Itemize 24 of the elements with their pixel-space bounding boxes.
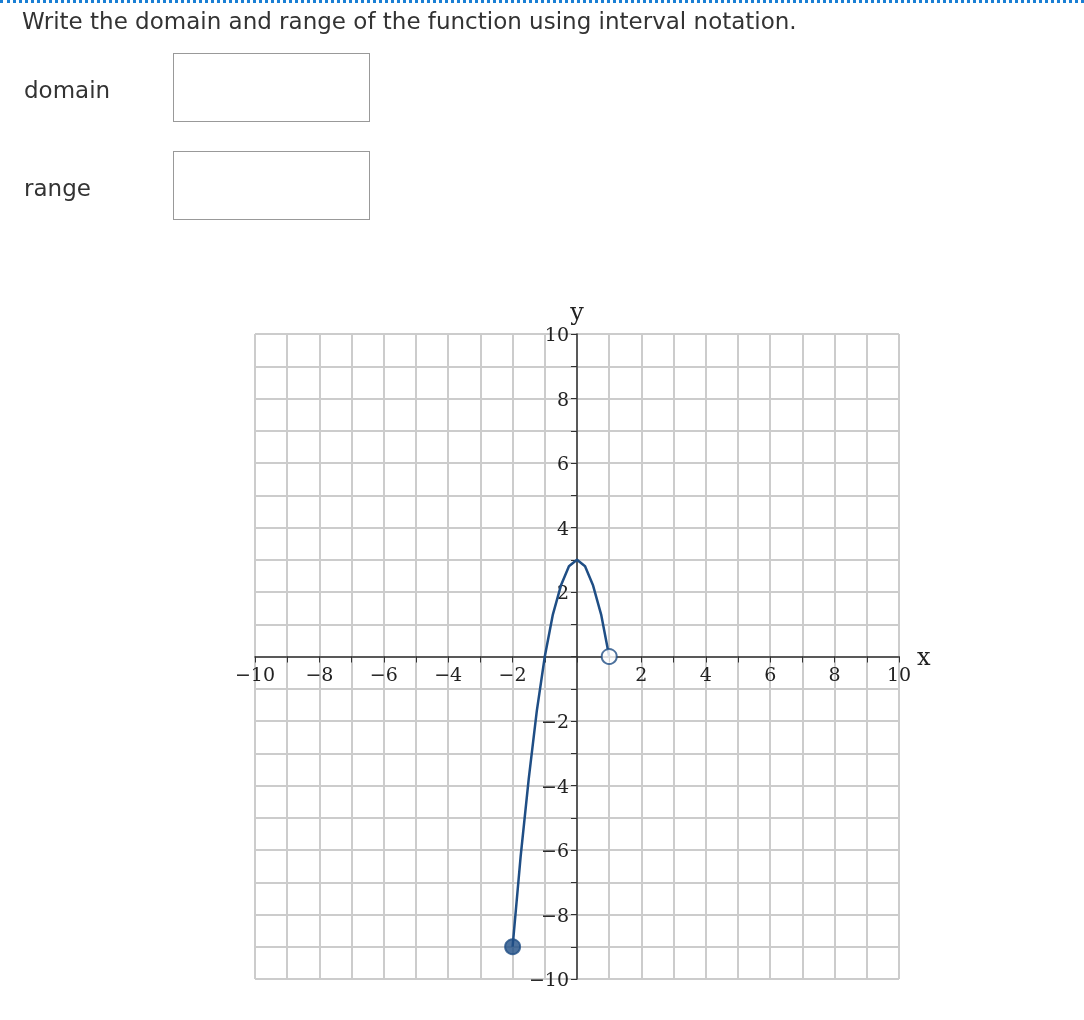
y-tick-label: −2 <box>540 710 569 732</box>
x-tick-label: 8 <box>828 663 841 685</box>
y-tick-label: −4 <box>540 774 569 797</box>
text: range <box>24 175 91 201</box>
x-tick-label: −4 <box>434 663 463 685</box>
x-tick-label: −6 <box>369 663 398 685</box>
x-tick-label: −2 <box>498 663 527 685</box>
x-tick-label: −8 <box>305 663 334 685</box>
x-tick-label: 10 <box>886 663 912 685</box>
y-tick-label: 6 <box>556 452 569 474</box>
text: domain <box>24 77 111 103</box>
chart-title: Write the domain and range of the function using interval notation. <box>22 8 797 34</box>
y-tick-label: 8 <box>556 387 569 410</box>
x-tick-label: 6 <box>764 663 777 685</box>
x-tick-label: −10 <box>234 663 276 685</box>
x-axis-title: x <box>916 642 931 671</box>
y-tick-label: −10 <box>528 968 569 990</box>
x-tick-label: 2 <box>635 663 648 685</box>
y-tick-label: −6 <box>540 839 569 861</box>
y-axis-title: y <box>569 298 585 326</box>
y-tick-label: −8 <box>540 903 569 926</box>
x-tick-label: 4 <box>699 663 712 685</box>
y-tick-label: 10 <box>544 323 569 345</box>
y-tick-label: 4 <box>556 516 569 539</box>
